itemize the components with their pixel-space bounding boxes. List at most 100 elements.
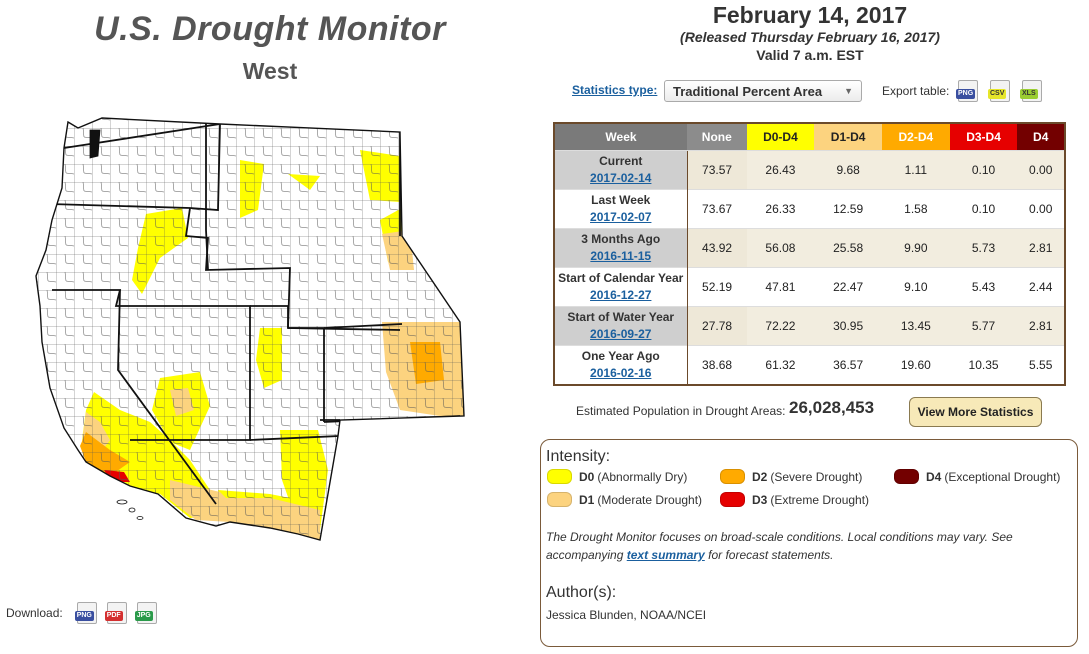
value-cell: 2.81 [1017,306,1065,346]
week-date-link[interactable]: 2017-02-07 [590,210,652,224]
week-cell: 3 Months Ago 2016-11-15 [554,228,687,268]
value-cell: 9.68 [814,150,882,190]
value-cell: 61.32 [746,345,815,385]
value-cell: 36.57 [814,345,882,385]
value-cell: 19.60 [882,345,950,385]
valid-time: Valid 7 a.m. EST [756,47,864,63]
table-row: Start of Water Year 2016-09-27 27.78 72.2… [554,306,1065,346]
table-row: Last Week 2017-02-07 73.67 26.33 12.59 1.… [554,189,1065,229]
table-row: One Year Ago 2016-02-16 38.68 61.32 36.57… [554,345,1065,385]
week-date-link[interactable]: 2016-11-15 [590,249,652,263]
value-cell: 1.11 [882,150,950,190]
value-cell: 9.10 [882,267,950,307]
population-value: 26,028,453 [789,398,875,417]
legend-item-d0: D0 (Abnormally Dry) [547,469,687,484]
export-png-icon[interactable]: PNG [956,80,978,102]
statistics-table: Week None D0-D4 D1-D4 D2-D4 D3-D4 D4 Cur… [553,122,1066,386]
statistics-type-link[interactable]: Statistics type: [572,83,658,97]
legend-swatch-d1 [547,492,572,507]
coastal-islands [89,129,144,520]
value-cell: 38.68 [686,345,747,385]
legend-item-d1: D1 (Moderate Drought) [547,492,702,507]
week-cell: Start of Water Year 2016-09-27 [554,306,687,346]
download-label: Download: [6,606,63,620]
view-more-statistics-button[interactable]: View More Statistics [909,397,1042,427]
week-cell: Current 2017-02-14 [554,150,687,190]
value-cell: 2.81 [1017,228,1065,268]
export-table-label: Export table: [882,84,950,98]
value-cell: 56.08 [746,228,815,268]
col-none: None [687,123,747,151]
legend-panel [540,439,1078,647]
col-d0-d4: D0-D4 [746,123,815,151]
table-row: Start of Calendar Year 2016-12-27 52.19 4… [554,267,1065,307]
page-title: U.S. Drought Monitor [94,10,446,48]
value-cell: 26.43 [746,150,815,190]
week-date-link[interactable]: 2017-02-14 [590,171,652,185]
week-cell: Last Week 2017-02-07 [554,189,687,229]
value-cell: 9.90 [882,228,950,268]
week-date-link[interactable]: 2016-09-27 [590,327,652,341]
value-cell: 5.73 [949,228,1018,268]
value-cell: 5.55 [1017,345,1065,385]
legend-swatch-d4 [894,469,919,484]
value-cell: 13.45 [882,306,950,346]
population-label: Estimated Population in Drought Areas: [576,404,786,418]
download-pdf-icon[interactable]: PDF [104,602,127,624]
value-cell: 25.58 [814,228,882,268]
legend-title: Intensity: [546,448,611,465]
value-cell: 0.00 [1017,189,1065,229]
value-cell: 30.95 [814,306,882,346]
map-date: February 14, 2017 [712,2,908,28]
legend-item-d4: D4 (Exceptional Drought) [894,469,1060,484]
author-heading: Author(s): [546,584,617,601]
export-xls-icon[interactable]: XLS [1020,80,1042,102]
statistics-type-value: Traditional Percent Area [673,84,823,99]
region-title: West [242,58,298,84]
week-cell: Start of Calendar Year 2016-12-27 [554,267,687,307]
value-cell: 73.67 [686,189,747,229]
value-cell: 47.81 [746,267,815,307]
legend-item-d3: D3 (Extreme Drought) [720,492,869,507]
value-cell: 22.47 [814,267,882,307]
region-outline [35,117,465,541]
export-icons: PNG CSV XLS [956,80,1054,102]
value-cell: 12.59 [814,189,882,229]
col-week: Week [554,123,687,151]
value-cell: 5.43 [949,267,1018,307]
value-cell: 43.92 [686,228,747,268]
chevron-down-icon: ▼ [844,86,853,96]
week-date-link[interactable]: 2016-12-27 [590,288,652,302]
table-row: 3 Months Ago 2016-11-15 43.92 56.08 25.58… [554,228,1065,268]
col-d3-d4: D3-D4 [949,123,1018,151]
value-cell: 5.77 [949,306,1018,346]
value-cell: 52.19 [686,267,747,307]
table-header-row: Week None D0-D4 D1-D4 D2-D4 D3-D4 D4 [554,123,1065,151]
legend-swatch-d0 [547,469,572,484]
legend-item-d2: D2 (Severe Drought) [720,469,862,484]
value-cell: 26.33 [746,189,815,229]
value-cell: 0.10 [949,150,1018,190]
download-jpg-icon[interactable]: JPG [134,602,157,624]
col-d4: D4 [1017,123,1065,151]
value-cell: 0.00 [1017,150,1065,190]
drought-map[interactable] [20,110,470,550]
legend-swatch-d2 [720,469,745,484]
legend-swatch-d3 [720,492,745,507]
value-cell: 27.78 [686,306,747,346]
value-cell: 1.58 [882,189,950,229]
export-csv-icon[interactable]: CSV [988,80,1010,102]
statistics-type-select[interactable]: Traditional Percent Area ▼ [664,80,862,102]
value-cell: 72.22 [746,306,815,346]
download-png-icon[interactable]: PNG [74,602,97,624]
disclaimer-text: The Drought Monitor focuses on broad-sca… [546,530,1013,562]
col-d1-d4: D1-D4 [814,123,882,151]
author-name: Jessica Blunden, NOAA/NCEI [546,608,707,622]
text-summary-link[interactable]: text summary [626,548,705,562]
week-date-link[interactable]: 2016-02-16 [590,366,652,380]
table-row: Current 2017-02-14 73.57 26.43 9.68 1.11 … [554,150,1065,190]
download-bar: Download: PNG PDF JPG [6,602,167,624]
release-date: (Released Thursday February 16, 2017) [680,29,940,45]
value-cell: 0.10 [949,189,1018,229]
value-cell: 10.35 [949,345,1018,385]
